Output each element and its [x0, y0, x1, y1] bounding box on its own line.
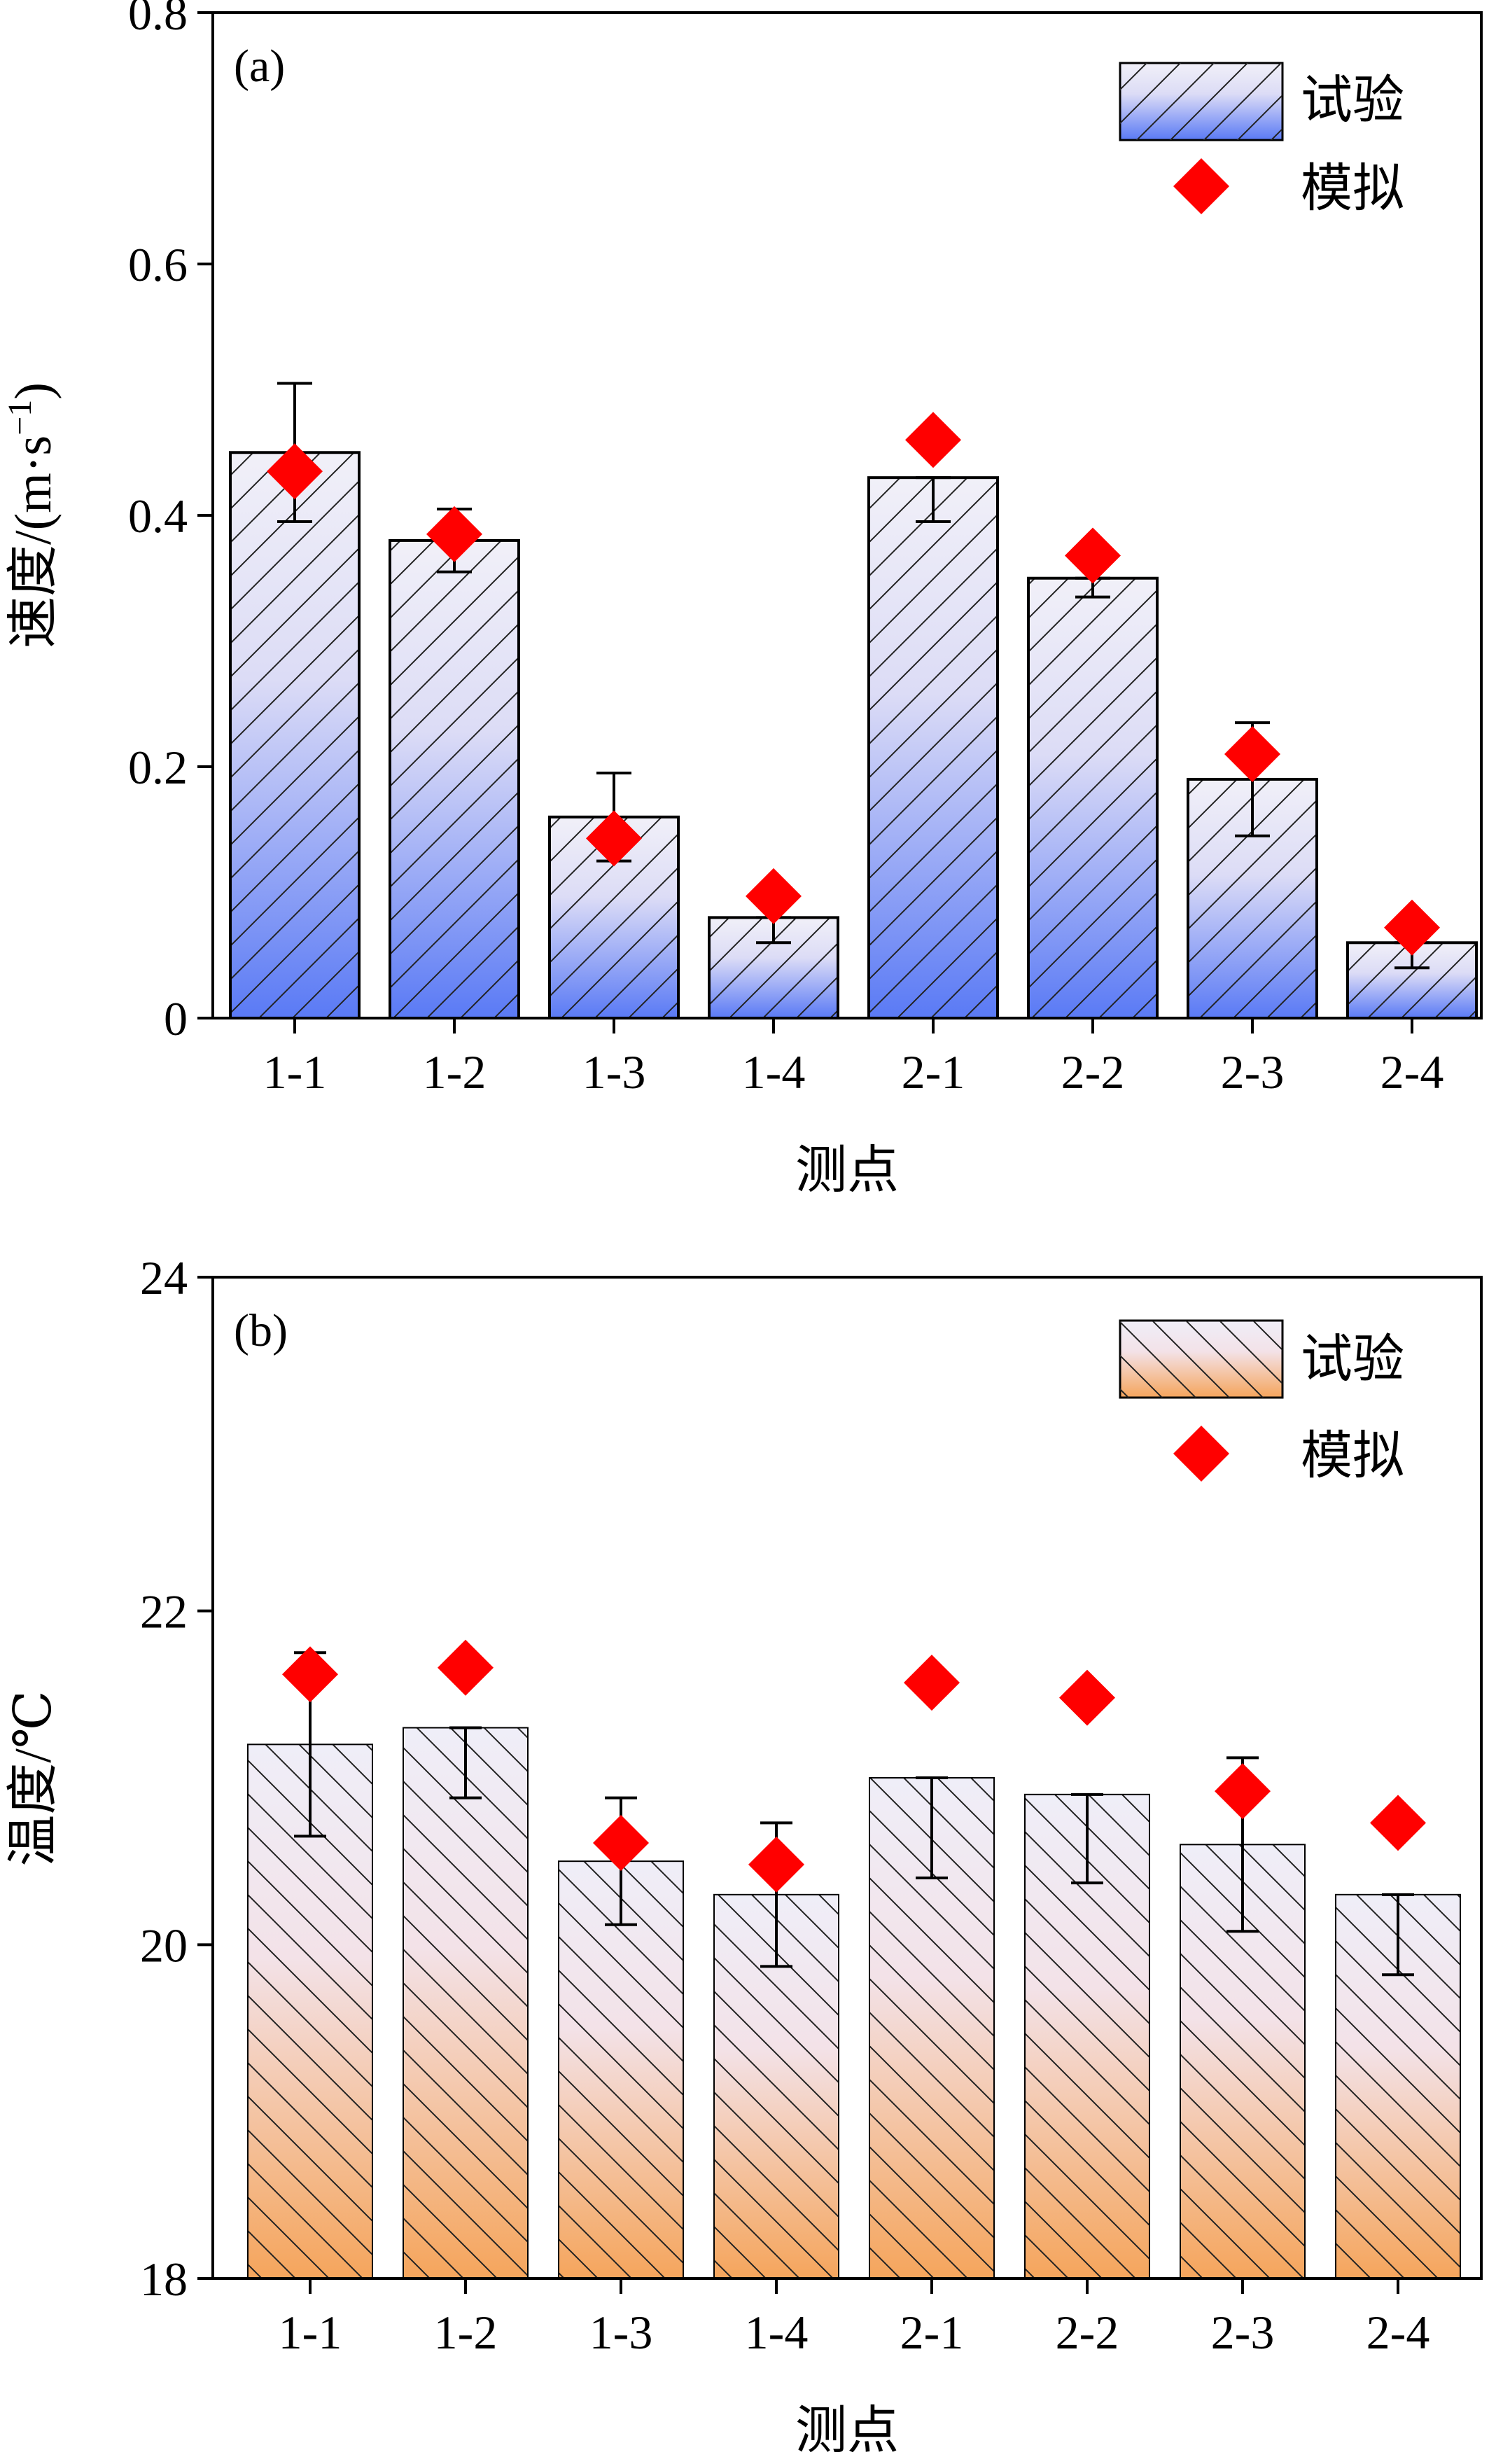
chart-b-legend-bar-label: 试验 — [1301, 1331, 1404, 1388]
chart-a-y-ticks: 0 0.2 0.4 0.6 0.8 — [128, 0, 213, 1045]
chart-b-x-tick-label-2-3: 2-3 — [1211, 2306, 1275, 2359]
chart-b-x-tick-label-1-4: 1-4 — [745, 2306, 809, 2359]
chart-a-y-axis-title-main: 速度/(m·s — [5, 436, 62, 648]
chart-b-marker-1-2 — [438, 1639, 494, 1696]
chart-a-marker-1-3 — [586, 810, 642, 867]
chart-b-y-tick-label-0: 18 — [140, 2253, 188, 2306]
chart-b-legend-marker-label: 模拟 — [1301, 1428, 1404, 1485]
chart-a-x-ticks: 1-1 1-2 1-3 1-4 2-1 2-2 2-3 2-4 — [263, 1018, 1444, 1099]
chart-b-y-axis-title: 温度/℃ — [5, 1690, 62, 1866]
chart-b-legend-bar-hatch — [1120, 1321, 1282, 1398]
chart-a-legend-bar-label: 试验 — [1301, 72, 1404, 130]
chart-a-y-axis-title: 速度/(m·s−1) — [1, 382, 62, 648]
chart-b-panel-label: (b) — [234, 1305, 288, 1356]
chart-b-legend-marker — [1173, 1426, 1229, 1482]
chart-a-marker-1-2 — [426, 506, 482, 562]
chart-a-marker-2-3 — [1224, 726, 1280, 783]
chart-b-marker-1-3 — [593, 1814, 649, 1871]
chart-a-markers — [267, 412, 1440, 956]
chart-b-y-tick-label-1: 20 — [140, 1919, 188, 1972]
chart-b-marker-2-4 — [1370, 1795, 1426, 1851]
chart-a-legend-marker-label: 模拟 — [1301, 160, 1404, 218]
chart-b-y-tick-label-3: 24 — [140, 1251, 188, 1304]
chart-a-legend: 试验 模拟 — [1119, 62, 1404, 218]
chart-a-bar-hatch-2-2 — [1027, 576, 1159, 1019]
chart-b-marker-2-1 — [904, 1655, 960, 1711]
chart-b-x-ticks: 1-1 1-2 1-3 1-4 2-1 2-2 2-3 2-4 — [279, 2278, 1430, 2359]
chart-a-panel-label: (a) — [234, 41, 285, 92]
chart-b-x-tick-label-1-1: 1-1 — [279, 2306, 342, 2359]
chart-a-legend-marker — [1173, 158, 1229, 214]
chart-b: 18 20 22 24 1-1 1-2 1-3 1-4 2-1 2-2 2-3 2-4 (b) 测点… — [5, 1251, 1483, 2460]
chart-b-marker-1-1 — [282, 1646, 338, 1703]
chart-a-x-axis-title: 测点 — [795, 1142, 899, 1199]
chart-b-bar-hatch-1-2 — [403, 1727, 529, 2279]
chart-a-y-axis-title-close: ) — [5, 382, 62, 400]
chart-a-x-tick-label-1-3: 1-3 — [582, 1045, 646, 1099]
chart-b-x-tick-label-1-3: 1-3 — [589, 2306, 653, 2359]
chart-a-x-tick-label-2-1: 2-1 — [902, 1045, 965, 1099]
chart-b-plot-frame — [211, 1276, 1483, 2280]
chart-a-bar-hatch-2-1 — [867, 476, 999, 1019]
chart-b-legend: 试验 模拟 — [1119, 1319, 1404, 1485]
chart-a-bar-hatch-1-2 — [389, 538, 520, 1019]
chart-a-y-tick-label-0: 0 — [164, 992, 188, 1045]
chart-a-y-axis-title-sup: −1 — [1, 400, 39, 436]
chart-b-x-tick-label-2-4: 2-4 — [1366, 2306, 1430, 2359]
chart-b-marker-1-4 — [748, 1836, 804, 1893]
chart-b-x-tick-label-2-2: 2-2 — [1056, 2306, 1119, 2359]
chart-a-bar-hatch-1-1 — [229, 451, 361, 1019]
chart-a-y-tick-label-3: 0.6 — [128, 238, 188, 291]
chart-b-marker-2-3 — [1215, 1763, 1271, 1820]
chart-a-y-tick-label-2: 0.4 — [128, 489, 188, 543]
chart-b-markers — [282, 1639, 1426, 1893]
chart-a-marker-1-4 — [746, 868, 802, 924]
chart-b-marker-2-2 — [1059, 1669, 1115, 1726]
chart-a-x-tick-label-1-2: 1-2 — [423, 1045, 487, 1099]
chart-a-x-tick-label-2-3: 2-3 — [1221, 1045, 1285, 1099]
chart-a-marker-2-2 — [1065, 527, 1121, 584]
chart-b-x-tick-label-1-2: 1-2 — [434, 2306, 498, 2359]
chart-b-x-axis-title: 测点 — [795, 2402, 899, 2460]
chart-a-x-tick-label-1-1: 1-1 — [263, 1045, 327, 1099]
chart-b-x-tick-label-2-1: 2-1 — [900, 2306, 964, 2359]
chart-a-x-tick-label-1-4: 1-4 — [742, 1045, 806, 1099]
chart-a-bars — [229, 451, 1478, 1020]
chart-a-y-tick-label-4: 0.8 — [128, 0, 188, 40]
chart-a-marker-1-1 — [267, 443, 323, 500]
chart-a-x-tick-label-2-4: 2-4 — [1380, 1045, 1444, 1099]
chart-a-marker-2-1 — [905, 412, 961, 468]
chart-a-legend-bar-hatch — [1120, 63, 1282, 140]
chart-a-y-tick-label-1: 0.2 — [128, 741, 188, 794]
chart-b-y-tick-label-2: 22 — [140, 1585, 188, 1638]
chart-a-marker-2-4 — [1384, 899, 1440, 956]
chart-b-y-ticks: 18 20 22 24 — [140, 1251, 213, 2306]
chart-a-x-tick-label-2-2: 2-2 — [1061, 1045, 1125, 1099]
chart-b-bars — [247, 1727, 1461, 2280]
chart-a: 0 0.2 0.4 0.6 0.8 1-1 1-2 1-3 1-4 2-1 2-2 2-3 2-4 (… — [1, 0, 1483, 1199]
chart-b-bar-hatch-1-3 — [558, 1860, 684, 2280]
